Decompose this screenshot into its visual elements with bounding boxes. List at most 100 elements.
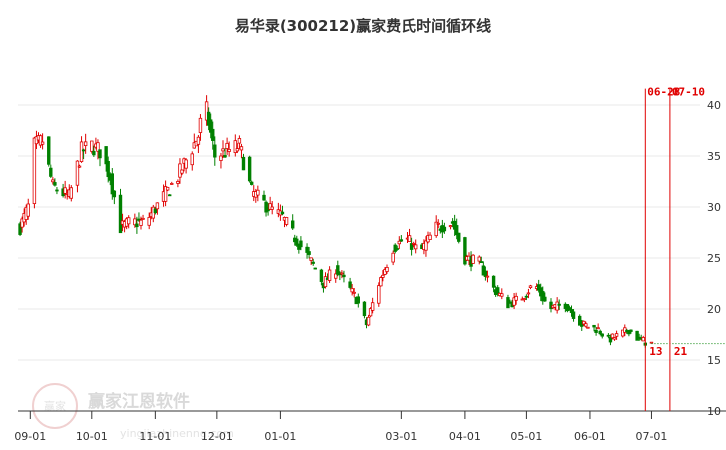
candle-body — [528, 285, 533, 289]
time-cycle-markers: 06-28 13 07-10 21 — [644, 86, 726, 411]
candle-body — [471, 254, 475, 264]
candle-body — [247, 156, 252, 182]
candle-body — [541, 291, 545, 302]
x-tick-label: 06-01 — [574, 430, 606, 443]
x-tick-label: 04-01 — [449, 430, 481, 443]
candle-body — [38, 135, 43, 146]
candle-body — [342, 274, 346, 278]
candle-body — [106, 160, 110, 178]
candle-body — [309, 257, 313, 261]
candle-body — [621, 329, 625, 337]
candle-body — [413, 244, 418, 250]
candle-body — [608, 337, 613, 343]
candle-body — [264, 201, 268, 213]
x-tick-label: 11-01 — [139, 430, 171, 443]
candle-body — [147, 217, 151, 226]
candle-body — [457, 232, 461, 242]
candle-body — [290, 220, 295, 229]
candle-body — [198, 117, 203, 133]
candle-body — [135, 223, 139, 228]
candle-body — [596, 327, 600, 330]
candle-body — [379, 277, 383, 287]
candle-body — [239, 146, 244, 151]
candle-body — [495, 287, 500, 294]
candle-body — [614, 333, 619, 337]
candle-body — [53, 182, 57, 186]
candle-body — [299, 240, 303, 248]
candle-body — [141, 217, 145, 220]
candle-body — [623, 327, 627, 333]
candle-body — [249, 181, 254, 185]
candle-body — [55, 189, 59, 192]
candle-body — [391, 252, 395, 263]
candle-body — [635, 330, 639, 341]
watermark-logo-text: 赢家 — [44, 399, 66, 413]
candle-body — [139, 219, 143, 226]
candle-body — [549, 301, 553, 309]
x-tick-label: 05-01 — [510, 430, 542, 443]
candle-body — [268, 203, 272, 210]
candle-body — [51, 179, 55, 183]
grid — [18, 104, 700, 361]
watermark-url: yingjiazhinenng.com — [120, 427, 234, 440]
candle-body — [206, 111, 211, 126]
candle-body — [311, 261, 315, 264]
candle-body — [334, 273, 338, 279]
y-tick-label: 20 — [707, 303, 721, 316]
candle-body — [221, 148, 225, 152]
candle-body — [612, 337, 617, 340]
candle-body — [522, 298, 527, 300]
candlesticks — [18, 95, 654, 348]
cycle-count-label: 21 — [674, 345, 688, 358]
candle-body — [133, 218, 137, 226]
candle-body — [155, 202, 160, 210]
candle-body — [500, 293, 504, 297]
x-tick-label: 12-01 — [201, 430, 233, 443]
candle-body — [219, 155, 223, 161]
y-tick-label: 25 — [707, 252, 721, 265]
cycle-count-label: 13 — [649, 345, 662, 358]
candle-body — [196, 136, 201, 145]
y-tick-label: 35 — [707, 150, 721, 163]
candle-body — [436, 222, 440, 225]
watermark-name: 赢家江恩软件 — [88, 391, 190, 412]
candle-body — [592, 324, 596, 328]
candle-body — [434, 221, 438, 237]
candle-body — [526, 292, 531, 295]
candle-body — [584, 323, 588, 327]
candle-body — [170, 183, 174, 185]
candle-body — [350, 288, 354, 293]
candle-body — [366, 316, 371, 326]
candle-body — [543, 296, 547, 302]
candle-body — [381, 274, 385, 278]
x-tick-label: 01-01 — [264, 430, 296, 443]
candle-body — [225, 142, 229, 149]
candle-body — [323, 276, 328, 288]
candle-body — [395, 248, 399, 250]
candle-body — [610, 333, 615, 339]
candle-body — [409, 243, 414, 250]
candle-body — [213, 144, 217, 158]
candle-body — [411, 242, 416, 245]
x-tick-label: 10-01 — [76, 430, 108, 443]
candle-body — [598, 330, 602, 335]
candle-body — [270, 206, 274, 210]
candle-body — [83, 141, 88, 147]
candle-body — [180, 169, 184, 174]
candle-body — [377, 285, 381, 304]
watermark-logo-icon — [32, 383, 78, 429]
candle-body — [241, 156, 246, 171]
candle-body — [167, 194, 172, 197]
candle-body — [81, 149, 86, 152]
candle-body — [567, 307, 572, 311]
candle-body — [184, 159, 188, 169]
candle-body — [627, 329, 631, 335]
candle-body — [428, 234, 432, 240]
candle-body — [233, 140, 237, 153]
candle-body — [481, 265, 486, 276]
candle-body — [75, 160, 80, 186]
candle-body — [448, 225, 453, 228]
candle-body — [49, 167, 53, 177]
candle-body — [98, 149, 102, 159]
